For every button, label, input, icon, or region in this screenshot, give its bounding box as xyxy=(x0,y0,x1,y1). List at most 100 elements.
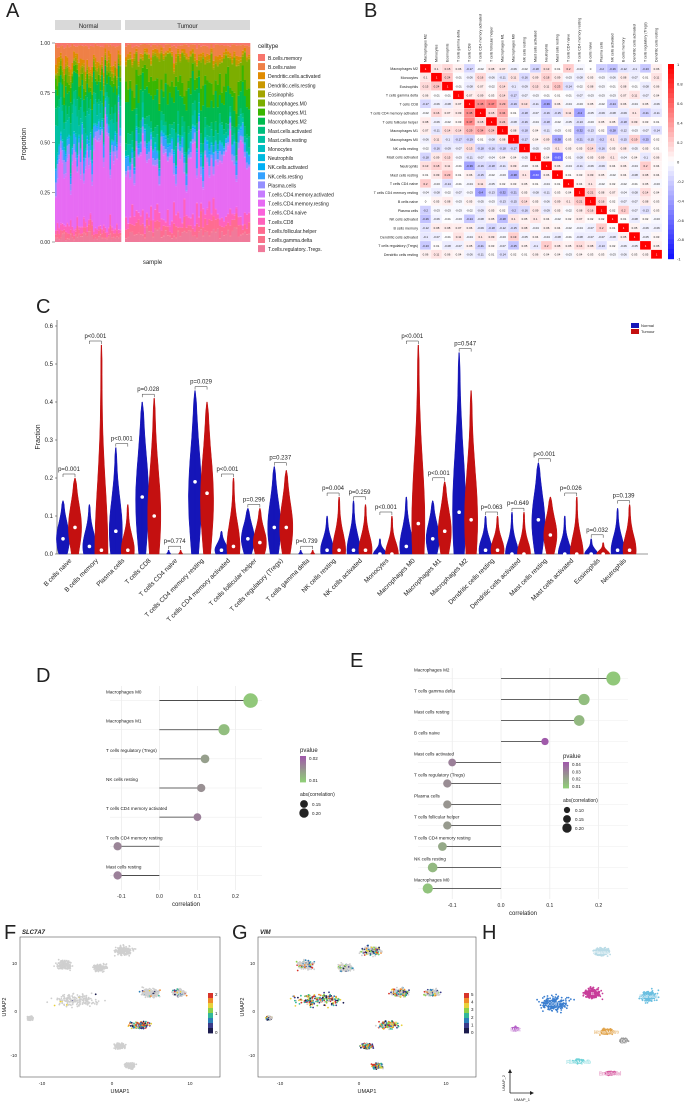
bar-segment xyxy=(208,236,211,242)
bar-segment xyxy=(58,82,61,100)
bar-segment xyxy=(183,155,186,158)
bar-segment xyxy=(189,44,192,52)
heatmap-value: 0.03 xyxy=(489,93,495,97)
bar-segment xyxy=(107,136,110,138)
bar-segment xyxy=(214,151,217,160)
bar-segment xyxy=(218,63,222,74)
bar-segment xyxy=(235,179,238,182)
umap-cell xyxy=(66,968,69,970)
bar-segment xyxy=(107,124,110,126)
bar-segment xyxy=(127,89,130,102)
heatmap-value: -0.03 xyxy=(631,129,638,133)
bar-segment xyxy=(112,83,115,93)
heatmap-value: 0.1 xyxy=(522,173,526,177)
bar-segment xyxy=(114,43,117,48)
bar-segment xyxy=(147,151,151,159)
bar-segment xyxy=(193,226,197,232)
bar-segment xyxy=(59,132,62,134)
bar-segment xyxy=(247,109,251,137)
bar-segment xyxy=(81,122,84,123)
heatmap-value: -0.18 xyxy=(499,146,506,150)
heatmap-value: 0.14 xyxy=(577,244,583,248)
bar-segment xyxy=(131,164,134,165)
umap-cell xyxy=(136,1024,139,1027)
bar-segment xyxy=(200,53,203,57)
bar-segment xyxy=(139,44,142,54)
bar-segment xyxy=(91,66,94,75)
bar-segment xyxy=(168,143,172,145)
bar-segment xyxy=(183,54,186,57)
bar-segment xyxy=(114,135,117,147)
bar-segment xyxy=(181,222,184,224)
p-value-label: p<0.001 xyxy=(84,334,107,340)
bar-segment xyxy=(55,197,57,231)
bar-segment xyxy=(191,213,195,215)
colorbar-step xyxy=(668,78,674,84)
bar-segment xyxy=(81,59,84,64)
bar-segment xyxy=(187,217,190,226)
bar-segment xyxy=(68,66,71,69)
bar-segment xyxy=(69,176,72,177)
bar-segment xyxy=(166,50,170,53)
bar-segment xyxy=(125,155,128,157)
bar-segment xyxy=(59,46,62,53)
bar-segment xyxy=(84,80,87,92)
bar-segment xyxy=(91,236,94,242)
bar-segment xyxy=(111,139,114,141)
colorbar-step xyxy=(668,156,674,162)
bar-segment xyxy=(229,131,232,209)
bar-segment xyxy=(197,60,201,61)
bar-segment xyxy=(162,114,165,126)
heatmap-value: -0.08 xyxy=(642,84,649,88)
legend-swatch xyxy=(258,154,265,162)
bar-segment xyxy=(112,164,115,230)
bar-segment xyxy=(162,153,165,156)
bar-segment xyxy=(58,234,61,239)
bar-segment xyxy=(84,234,87,242)
bar-segment xyxy=(245,168,249,170)
heatmap-value: -0.17 xyxy=(510,146,517,150)
bar-segment xyxy=(150,231,153,233)
bar-segment xyxy=(175,43,178,48)
bar-segment xyxy=(195,150,199,153)
umap-cell xyxy=(131,1025,134,1028)
umap-cell xyxy=(84,1002,87,1005)
heatmap-value: 0.15 xyxy=(423,84,429,88)
heatmap-value: -0.02 xyxy=(444,120,451,124)
bar-segment xyxy=(133,185,136,217)
bar-segment xyxy=(78,227,81,230)
bar-segment xyxy=(145,146,149,149)
heatmap-value: -0.32 xyxy=(499,191,506,195)
bar-segment xyxy=(191,228,195,236)
p-value-bracket xyxy=(326,492,340,496)
umap-cell xyxy=(83,995,86,998)
bar-segment xyxy=(61,141,64,143)
bar-segment xyxy=(154,55,157,81)
umap-cell xyxy=(60,997,63,1000)
bar-segment xyxy=(195,131,199,149)
bar-segment xyxy=(237,116,240,125)
bar-segment xyxy=(102,237,105,239)
bar-segment xyxy=(86,59,89,66)
violin-median xyxy=(126,548,130,552)
heatmap-value: -0.08 xyxy=(466,84,473,88)
y-tick-label: 0.4 xyxy=(45,400,54,406)
bar-segment xyxy=(243,231,247,233)
bar-segment xyxy=(197,114,201,117)
bar-segment xyxy=(168,152,172,157)
bar-segment xyxy=(160,111,163,121)
bar-segment xyxy=(218,225,222,239)
heatmap-value: -0.11 xyxy=(433,129,440,133)
heatmap-value: 0.11 xyxy=(434,138,440,142)
heatmap-value: -0.08 xyxy=(444,102,451,106)
y-tick-label: 0.50 xyxy=(40,141,50,147)
bar-segment xyxy=(181,137,184,138)
p-value-bracket xyxy=(194,386,208,390)
heatmap-value: 0.1 xyxy=(566,200,570,204)
bar-segment xyxy=(125,176,128,217)
bar-segment xyxy=(104,99,107,101)
bar-segment xyxy=(102,127,105,143)
heatmap-value: 1 xyxy=(447,84,449,88)
p-value-bracket xyxy=(274,462,287,466)
bar-segment xyxy=(68,84,71,92)
